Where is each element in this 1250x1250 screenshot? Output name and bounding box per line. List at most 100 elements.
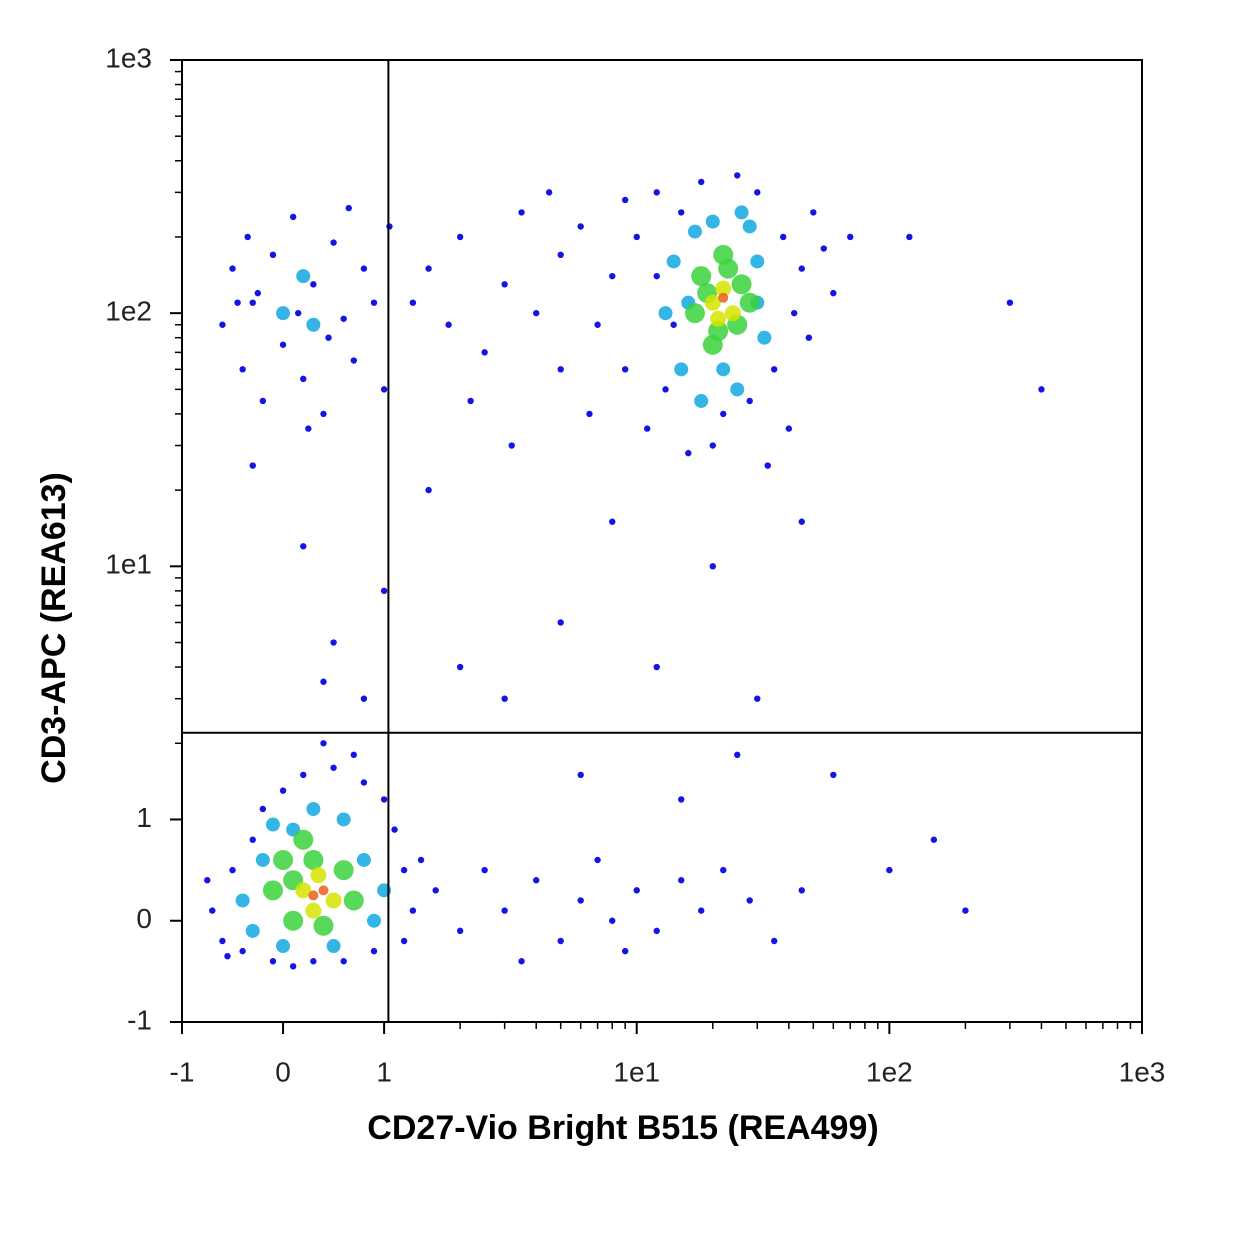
event-dot <box>380 386 388 393</box>
event-dot <box>577 897 584 904</box>
event-dot <box>720 410 727 418</box>
event-dot <box>720 866 727 874</box>
event-dot <box>303 849 324 870</box>
event-dot <box>245 923 260 938</box>
event-dot <box>259 805 267 813</box>
event-dot <box>456 233 464 241</box>
event-dot <box>235 893 250 908</box>
event-dot <box>306 317 321 332</box>
x-tick-label: -1 <box>170 1056 195 1087</box>
event-dot <box>229 866 236 874</box>
x-axis-title: CD27-Vio Bright B515 (REA499) <box>367 1109 878 1147</box>
event-dot <box>805 334 813 341</box>
y-tick-label: 1e1 <box>105 549 152 580</box>
event-dot <box>360 695 368 702</box>
event-dot <box>694 393 709 408</box>
event-dot <box>730 382 745 397</box>
event-dot <box>708 321 729 342</box>
event-dot <box>325 892 342 909</box>
event-dot <box>746 897 753 904</box>
event-dot <box>653 189 660 196</box>
event-dot <box>586 410 593 418</box>
event-dot <box>325 334 332 341</box>
event-dot <box>533 877 540 884</box>
event-dot <box>810 209 817 216</box>
event-dot <box>790 309 798 317</box>
event-dot <box>501 281 508 288</box>
event-dot <box>386 223 393 230</box>
event-dot <box>409 907 417 914</box>
event-dot <box>764 462 771 469</box>
x-tick-label: 1e2 <box>866 1056 913 1087</box>
event-dot <box>577 771 584 779</box>
event-dot <box>432 887 439 894</box>
event-dot <box>265 817 280 832</box>
event-dot <box>289 963 297 970</box>
event-dot <box>239 366 246 373</box>
event-dot <box>691 266 712 287</box>
event-dot <box>370 947 378 955</box>
event-dot <box>577 223 584 230</box>
event-dot <box>481 349 488 356</box>
event-dot <box>685 449 692 457</box>
event-dot <box>417 856 425 864</box>
event-dot <box>318 885 329 896</box>
event-dot <box>643 425 651 432</box>
event-dot <box>308 890 319 901</box>
event-dot <box>310 867 327 884</box>
event-dot <box>557 937 564 945</box>
event-dot <box>296 269 311 284</box>
event-dot <box>633 233 640 241</box>
event-dot <box>320 740 327 747</box>
event-dot <box>313 915 334 936</box>
event-dot <box>621 947 629 955</box>
event-dot <box>320 410 327 418</box>
event-dot <box>718 258 739 279</box>
event-dot <box>705 214 720 229</box>
event-dot <box>456 927 464 935</box>
x-tick-label: 1e1 <box>613 1056 660 1087</box>
event-dot <box>670 321 677 328</box>
event-dot <box>770 366 778 373</box>
event-dot <box>662 386 669 393</box>
event-dot <box>336 812 351 827</box>
plot-points <box>204 172 1045 970</box>
event-dot <box>425 486 432 494</box>
event-dot <box>780 233 787 241</box>
plot-frame <box>181 59 1143 1023</box>
event-dot <box>709 563 716 570</box>
event-dot <box>481 866 488 874</box>
event-dot <box>300 543 307 550</box>
event-dot <box>658 306 673 321</box>
event-dot <box>754 189 761 196</box>
event-dot <box>710 310 727 327</box>
event-dot <box>698 907 705 914</box>
event-dot <box>333 860 354 881</box>
event-dot <box>742 219 757 234</box>
event-dot <box>716 362 731 377</box>
event-dot <box>219 937 226 945</box>
event-dot <box>609 272 616 280</box>
event-dot <box>204 877 211 884</box>
event-dot <box>501 907 508 914</box>
event-dot <box>731 274 752 295</box>
event-dot <box>209 907 216 914</box>
event-dot <box>400 866 408 874</box>
event-dot <box>350 357 357 364</box>
event-dot <box>249 299 256 306</box>
event-dot <box>249 462 256 469</box>
event-dot <box>820 245 827 252</box>
event-dot <box>239 947 246 955</box>
event-dot <box>734 172 741 179</box>
event-dot <box>678 796 685 803</box>
event-dot <box>283 910 304 931</box>
event-dot <box>279 341 287 348</box>
event-dot <box>259 397 267 405</box>
event-dot <box>249 836 256 843</box>
event-dot <box>518 209 525 216</box>
event-dot <box>886 866 893 874</box>
event-dot <box>715 280 732 297</box>
event-dot <box>269 251 277 259</box>
y-tick-label: 0 <box>136 903 152 934</box>
event-dot <box>653 272 660 280</box>
